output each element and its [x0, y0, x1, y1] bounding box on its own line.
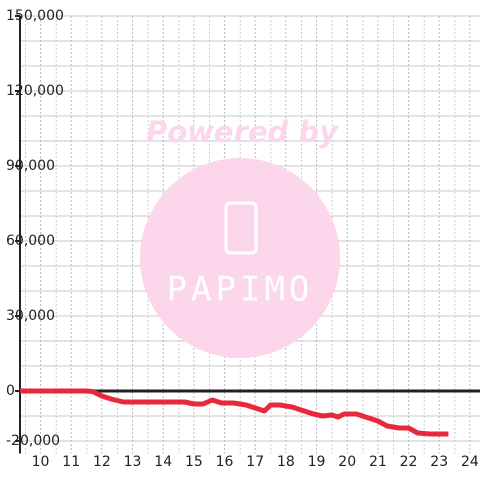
x-tick-label: 11	[62, 454, 80, 470]
y-tick-label: 30,000	[6, 308, 55, 324]
x-tick-label: 23	[430, 454, 448, 470]
x-tick-label: 16	[216, 454, 234, 470]
x-tick-label: 17	[246, 454, 264, 470]
y-tick-label: 150,000	[6, 8, 64, 24]
watermark-circle	[140, 158, 340, 358]
x-tick-label: 24	[461, 454, 479, 470]
watermark-text: Powered by	[146, 115, 339, 149]
x-tick-label: 13	[124, 454, 142, 470]
y-tick-label: 90,000	[6, 158, 55, 174]
y-tick-label: 60,000	[6, 233, 55, 249]
y-tick-label: 0	[6, 383, 15, 399]
watermark-logo: PAPIMO	[167, 270, 314, 310]
y-tick-label: 120,000	[6, 83, 64, 99]
x-tick-label: 22	[400, 454, 418, 470]
x-tick-label: 20	[338, 454, 356, 470]
x-tick-label: 18	[277, 454, 295, 470]
x-tick-label: 12	[93, 454, 111, 470]
grid	[20, 15, 480, 454]
x-tick-label: 14	[154, 454, 172, 470]
watermark-phone	[224, 201, 258, 255]
x-tick-label: 10	[32, 454, 50, 470]
x-tick-label: 21	[369, 454, 387, 470]
data-line	[20, 388, 449, 437]
x-tick-label: 15	[185, 454, 203, 470]
x-tick-label: 19	[308, 454, 326, 470]
y-tick-label: -20,000	[6, 433, 60, 449]
